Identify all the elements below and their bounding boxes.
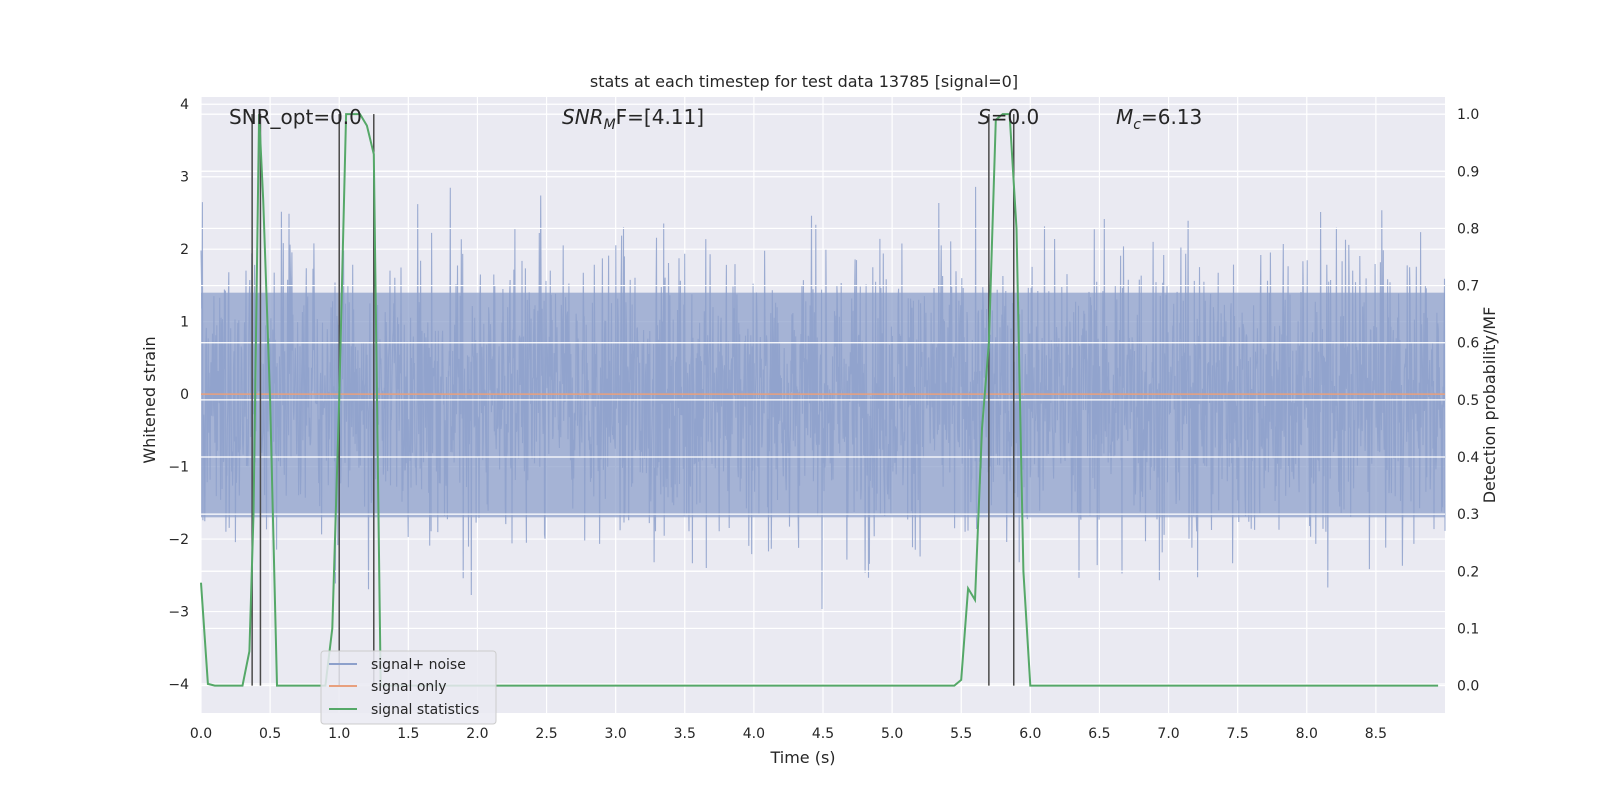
x-tick-label: 7.0 [1157,726,1179,742]
annotation-snr-opt: SNR_opt=0.0 [229,105,362,129]
x-tick-label: 6.5 [1088,726,1110,742]
y-right-tick-label: 0.6 [1457,336,1479,352]
x-tick-label: 2.5 [535,726,557,742]
y-right-tick-label: 0.0 [1457,679,1479,695]
x-tick-label: 5.0 [881,726,903,742]
y-left-tick-label: −3 [168,605,189,621]
x-tick-label: 0.5 [259,726,281,742]
annotation-snr-mf: SNRMF=[4.11] [562,105,704,133]
y-axis-left-label: Whitened strain [140,336,159,463]
legend-box [320,650,497,725]
annotation-s: S=0.0 [978,105,1039,129]
legend: signal+ noise signal only signal statist… [320,650,497,725]
x-tick-label: 3.0 [605,726,627,742]
legend-label-signal-only: signal only [371,679,446,695]
y-right-tick-label: 0.5 [1457,393,1479,409]
x-axis-label: Time (s) [769,748,835,767]
y-right-tick-label: 0.9 [1457,164,1479,180]
y-left-tick-label: 0 [180,387,189,403]
y-right-tick-label: 0.4 [1457,450,1479,466]
x-tick-label: 4.5 [812,726,834,742]
x-tick-label: 4.0 [743,726,765,742]
x-tick-label: 7.5 [1227,726,1249,742]
y-left-tick-label: −1 [168,460,189,476]
x-tick-label: 2.0 [466,726,488,742]
x-tick-label: 8.5 [1365,726,1387,742]
y-left-tick-label: 3 [180,170,189,186]
x-tick-label: 6.0 [1019,726,1041,742]
x-tick-label: 5.5 [950,726,972,742]
legend-label-signal-statistics: signal statistics [371,702,479,718]
x-tick-label: 3.5 [674,726,696,742]
y-right-tick-label: 0.3 [1457,507,1479,523]
chart-title: stats at each timestep for test data 137… [590,72,1018,91]
noise-band-core [201,292,1445,518]
y-left-tick-label: −2 [168,532,189,548]
x-tick-label: 8.0 [1296,726,1318,742]
x-tick-label: 1.5 [397,726,419,742]
legend-label-signal-noise: signal+ noise [371,657,466,673]
x-tick-label: 0.0 [190,726,212,742]
y-right-tick-label: 0.8 [1457,221,1479,237]
series-signal-statistics [200,113,1439,687]
y-left-tick-label: 4 [180,97,189,113]
y-left-tick-label: 1 [180,315,189,331]
y-left-tick-label: 2 [180,242,189,258]
y-left-tick-label: −4 [168,677,189,693]
annotation-mc: Mc=6.13 [1116,105,1202,133]
y-right-tick-label: 0.2 [1457,564,1479,580]
y-right-tick-label: 0.1 [1457,621,1479,637]
y-right-tick-label: 1.0 [1457,107,1479,123]
y-right-tick-label: 0.7 [1457,279,1479,295]
x-tick-label: 1.0 [328,726,350,742]
y-axis-right-label: Detection probability/MF [1480,307,1499,504]
